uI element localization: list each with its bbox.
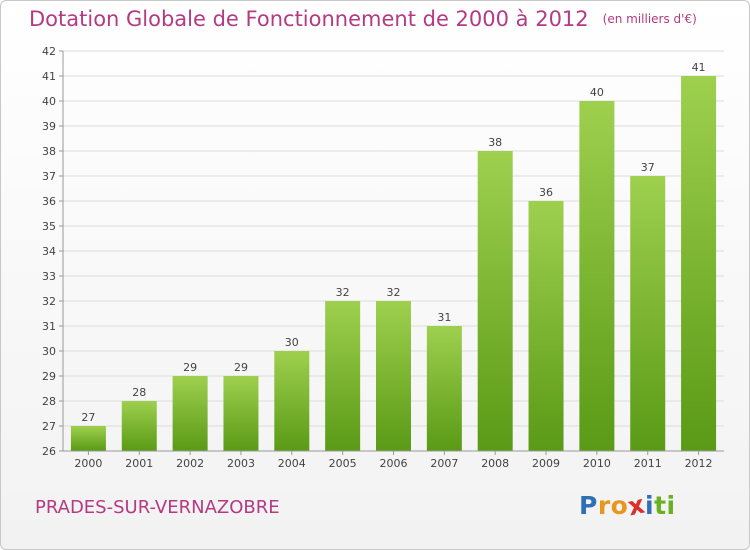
bar-2006 — [376, 301, 411, 451]
y-tick-label: 30 — [42, 345, 56, 358]
bar-2005 — [325, 301, 361, 451]
y-tick-label: 38 — [42, 145, 56, 158]
x-tick-label: 2002 — [176, 457, 204, 470]
logo-letter: t — [654, 491, 667, 520]
y-tick-label: 42 — [42, 45, 56, 58]
y-tick-label: 28 — [42, 395, 56, 408]
bar-2003 — [223, 376, 259, 451]
bar-value-label: 32 — [336, 286, 350, 299]
x-tick-label: 2007 — [430, 457, 458, 470]
x-tick-label: 2003 — [227, 457, 255, 470]
logo-letter: r — [597, 491, 611, 520]
bar-2009 — [528, 201, 564, 451]
chart-title-text: Dotation Globale de Fonctionnement de 20… — [29, 7, 589, 31]
x-tick-label: 2012 — [685, 457, 713, 470]
logo-letter: P — [579, 491, 598, 520]
y-tick-label: 27 — [42, 420, 56, 433]
bar-value-label: 29 — [234, 361, 248, 374]
logo-letter: i — [645, 491, 655, 520]
x-tick-label: 2008 — [481, 457, 509, 470]
y-tick-label: 40 — [42, 95, 56, 108]
bar-value-labels: 27 28 29 29 30 32 32 31 38 36 40 37 41 — [81, 61, 705, 424]
y-tick-label: 37 — [42, 170, 56, 183]
y-tick-label: 32 — [42, 295, 56, 308]
x-tick-label: 2011 — [634, 457, 662, 470]
x-tick-label: 2000 — [74, 457, 102, 470]
bar-value-label: 38 — [488, 136, 502, 149]
bar-value-label: 37 — [641, 161, 655, 174]
bar-2008 — [477, 151, 513, 451]
y-tick-label: 26 — [42, 445, 56, 458]
chart-subtitle: (en milliers d'€) — [602, 12, 697, 26]
logo-letter: o — [610, 491, 629, 520]
logo-letter: i — [666, 491, 676, 520]
y-tick-label: 31 — [42, 320, 56, 333]
y-tick-label: 29 — [42, 370, 56, 383]
bar-value-label: 27 — [81, 411, 95, 424]
bar-value-label: 31 — [437, 311, 451, 324]
location-name: PRADES-SUR-VERNAZOBRE — [35, 497, 280, 518]
bar-value-label: 36 — [539, 186, 553, 199]
y-tick-label: 33 — [42, 270, 56, 283]
x-tick-label: 2001 — [125, 457, 153, 470]
x-tick-label: 2009 — [532, 457, 560, 470]
y-tick-label: 39 — [42, 120, 56, 133]
y-tick-label: 36 — [42, 195, 56, 208]
y-tick-label: 35 — [42, 220, 56, 233]
bar-2004 — [274, 351, 310, 451]
bar-value-label: 40 — [590, 86, 604, 99]
bar-2011 — [630, 176, 666, 451]
x-tick-label: 2005 — [329, 457, 357, 470]
bar-2012 — [681, 76, 717, 451]
bar-value-label: 32 — [387, 286, 401, 299]
x-tick-label: 2004 — [278, 457, 306, 470]
bar-2000 — [70, 426, 106, 451]
y-tick-label: 41 — [42, 70, 56, 83]
bar-value-label: 29 — [183, 361, 197, 374]
bar-value-label: 28 — [132, 386, 146, 399]
bars — [70, 76, 717, 451]
proxiti-logo: Proxiti — [579, 490, 676, 522]
y-tick-label: 34 — [42, 245, 56, 258]
x-tick-label: 2010 — [583, 457, 611, 470]
chart-title: Dotation Globale de Fonctionnement de 20… — [29, 7, 697, 31]
bar-2001 — [121, 401, 157, 451]
bar-value-label: 41 — [692, 61, 706, 74]
axes — [59, 50, 724, 455]
x-axis-tick-labels: 2000 2001 2002 2003 2004 2005 2006 2007 2008 2009… — [74, 457, 712, 470]
bar-2002 — [172, 376, 208, 451]
bar-2010 — [579, 101, 615, 451]
bar-2007 — [426, 326, 462, 451]
bar-value-label: 30 — [285, 336, 299, 349]
x-tick-label: 2006 — [380, 457, 408, 470]
y-axis-tick-labels: 26 27 28 29 30 31 32 33 34 35 36 37 38 39 40 41 42 — [42, 45, 56, 458]
